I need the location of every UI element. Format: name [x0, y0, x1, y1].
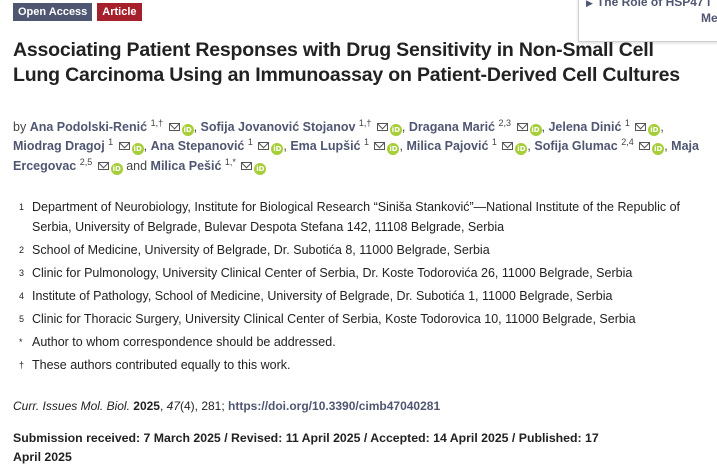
popup-line-1[interactable]: ▶ The Role of HSP47 i: [586, 0, 711, 9]
mail-icon[interactable]: [374, 142, 386, 151]
citation-volume: 47: [166, 399, 180, 413]
author-affiliation-sup: 1: [247, 137, 253, 148]
affiliation-text: Department of Neurobiology, Institute fo…: [32, 200, 681, 234]
mail-icon[interactable]: [168, 123, 180, 131]
orcid-icon[interactable]: iD: [529, 124, 542, 136]
affiliation-number: 3: [19, 268, 25, 278]
mail-icon[interactable]: [241, 161, 253, 170]
author-separator: ,: [541, 120, 549, 134]
affiliation-number: 1: [19, 202, 25, 212]
author-name[interactable]: Dragana Marić: [408, 120, 496, 134]
author-affiliation-sup: 2,5: [79, 156, 93, 167]
affiliation-number: *: [19, 337, 23, 347]
orcid-icon[interactable]: iD: [131, 143, 144, 156]
article-type-badge: Article: [97, 3, 142, 21]
author-affiliation-sup: 1: [624, 117, 630, 128]
triangle-right-icon: ▶: [586, 0, 593, 8]
author-affiliation-sup: 1: [363, 137, 369, 148]
affiliation-item: * Author to whom correspondence should be…: [13, 332, 703, 352]
mail-icon[interactable]: [502, 142, 514, 151]
article-title: Associating Patient Responses with Drug …: [13, 39, 680, 86]
affiliation-text: Clinic for Thoracic Surgery, University …: [32, 312, 636, 326]
author-affiliation-sup: 2,4: [621, 137, 634, 148]
affiliation-number: 5: [19, 314, 25, 324]
affiliation-text: Author to whom correspondence should be …: [32, 335, 336, 349]
author-name[interactable]: Ana Podolski-Renić: [29, 120, 148, 134]
affiliation-item: 2 School of Medicine, University of Belgr…: [13, 240, 703, 260]
orcid-icon[interactable]: iD: [254, 162, 267, 175]
author-affiliation-sup: 1: [491, 137, 497, 148]
affiliations-list: 1 Department of Neurobiology, Institute f…: [13, 197, 703, 378]
orcid-icon[interactable]: iD: [389, 124, 402, 136]
author-name[interactable]: Maja Ercegovac: [13, 139, 699, 173]
citation-journal: Curr. Issues Mol. Biol.: [13, 399, 130, 413]
orcid-icon[interactable]: iD: [387, 143, 400, 156]
affiliation-text: Clinic for Pulmonology, University Clini…: [32, 266, 633, 280]
citation-doi-link[interactable]: https://doi.org/10.3390/cimb47040281: [228, 399, 441, 413]
author-name[interactable]: Jelena Dinić: [548, 120, 622, 134]
author-affiliation-sup: 1: [108, 137, 114, 148]
orcid-icon[interactable]: iD: [181, 124, 194, 136]
author-separator: ,: [283, 139, 291, 154]
author-affiliation-sup: 1,†: [358, 117, 372, 128]
author-separator: ,: [660, 120, 664, 134]
affiliation-item: 5 Clinic for Thoracic Surgery, University…: [13, 309, 703, 329]
mail-icon[interactable]: [635, 123, 647, 131]
author-name[interactable]: Ana Stepanović: [150, 139, 245, 154]
author-separator: ,: [664, 139, 672, 154]
publication-dates: Submission received: 7 March 2025 / Revi…: [13, 431, 599, 464]
mail-icon[interactable]: [97, 161, 109, 170]
affiliation-number: 4: [19, 291, 25, 301]
author-separator: ,: [143, 139, 151, 154]
related-article-popup[interactable]: ▶ The Role of HSP47 i Me: [578, 0, 717, 42]
popup-line-2[interactable]: Me: [701, 11, 717, 25]
affiliation-item: 1 Department of Neurobiology, Institute f…: [13, 197, 703, 237]
affiliation-item: † These authors contributed equally to th…: [13, 355, 703, 375]
mail-icon[interactable]: [639, 142, 651, 151]
citation-year: 2025: [133, 399, 160, 413]
orcid-icon[interactable]: iD: [648, 124, 661, 136]
mail-icon[interactable]: [376, 123, 388, 131]
author-name[interactable]: Sofija Jovanović Stojanov: [200, 120, 356, 134]
affiliation-item: 3 Clinic for Pulmonology, University Clin…: [13, 263, 703, 283]
orcid-icon[interactable]: iD: [271, 143, 284, 156]
author-separator: ,: [193, 120, 201, 134]
author-name[interactable]: Miodrag Dragoj: [13, 139, 105, 154]
author-separator: ,: [399, 139, 407, 154]
affiliation-item: 4 Institute of Pathology, School of Medic…: [13, 286, 703, 306]
affiliation-text: These authors contributed equally to thi…: [32, 358, 291, 372]
open-access-badge[interactable]: Open Access: [13, 3, 93, 21]
author-name[interactable]: Milica Pajović: [406, 139, 489, 154]
author-name[interactable]: Sofija Glumac: [534, 139, 618, 154]
citation: Curr. Issues Mol. Biol. 2025, 47(4), 281…: [13, 399, 441, 413]
author-list: by Ana Podolski-Renić 1,† iD, Sofija Jov…: [13, 118, 703, 176]
article-badges: Open Access Article: [13, 3, 142, 21]
author-affiliation-sup: 1,*: [224, 156, 236, 167]
orcid-icon[interactable]: iD: [652, 143, 665, 156]
mail-icon[interactable]: [258, 142, 270, 151]
orcid-icon[interactable]: iD: [110, 162, 123, 175]
citation-issue-page: (4), 281;: [180, 399, 229, 413]
affiliation-text: Institute of Pathology, School of Medici…: [32, 289, 613, 303]
orcid-icon[interactable]: iD: [515, 143, 528, 156]
affiliation-text: School of Medicine, University of Belgra…: [32, 243, 490, 257]
author-affiliation-sup: 1,†: [150, 117, 164, 128]
affiliation-number: 2: [19, 245, 25, 255]
mail-icon[interactable]: [118, 142, 130, 151]
affiliation-number: †: [19, 360, 25, 370]
author-name[interactable]: Ema Lupšić: [290, 139, 361, 154]
by-label: by: [13, 120, 27, 134]
author-separator: ,: [527, 139, 535, 154]
author-separator: ,: [401, 120, 409, 134]
author-affiliation-sup: 2,3: [498, 117, 512, 128]
mail-icon[interactable]: [516, 123, 528, 131]
author-name[interactable]: Milica Pešić: [150, 158, 222, 173]
author-separator: and: [122, 158, 151, 173]
